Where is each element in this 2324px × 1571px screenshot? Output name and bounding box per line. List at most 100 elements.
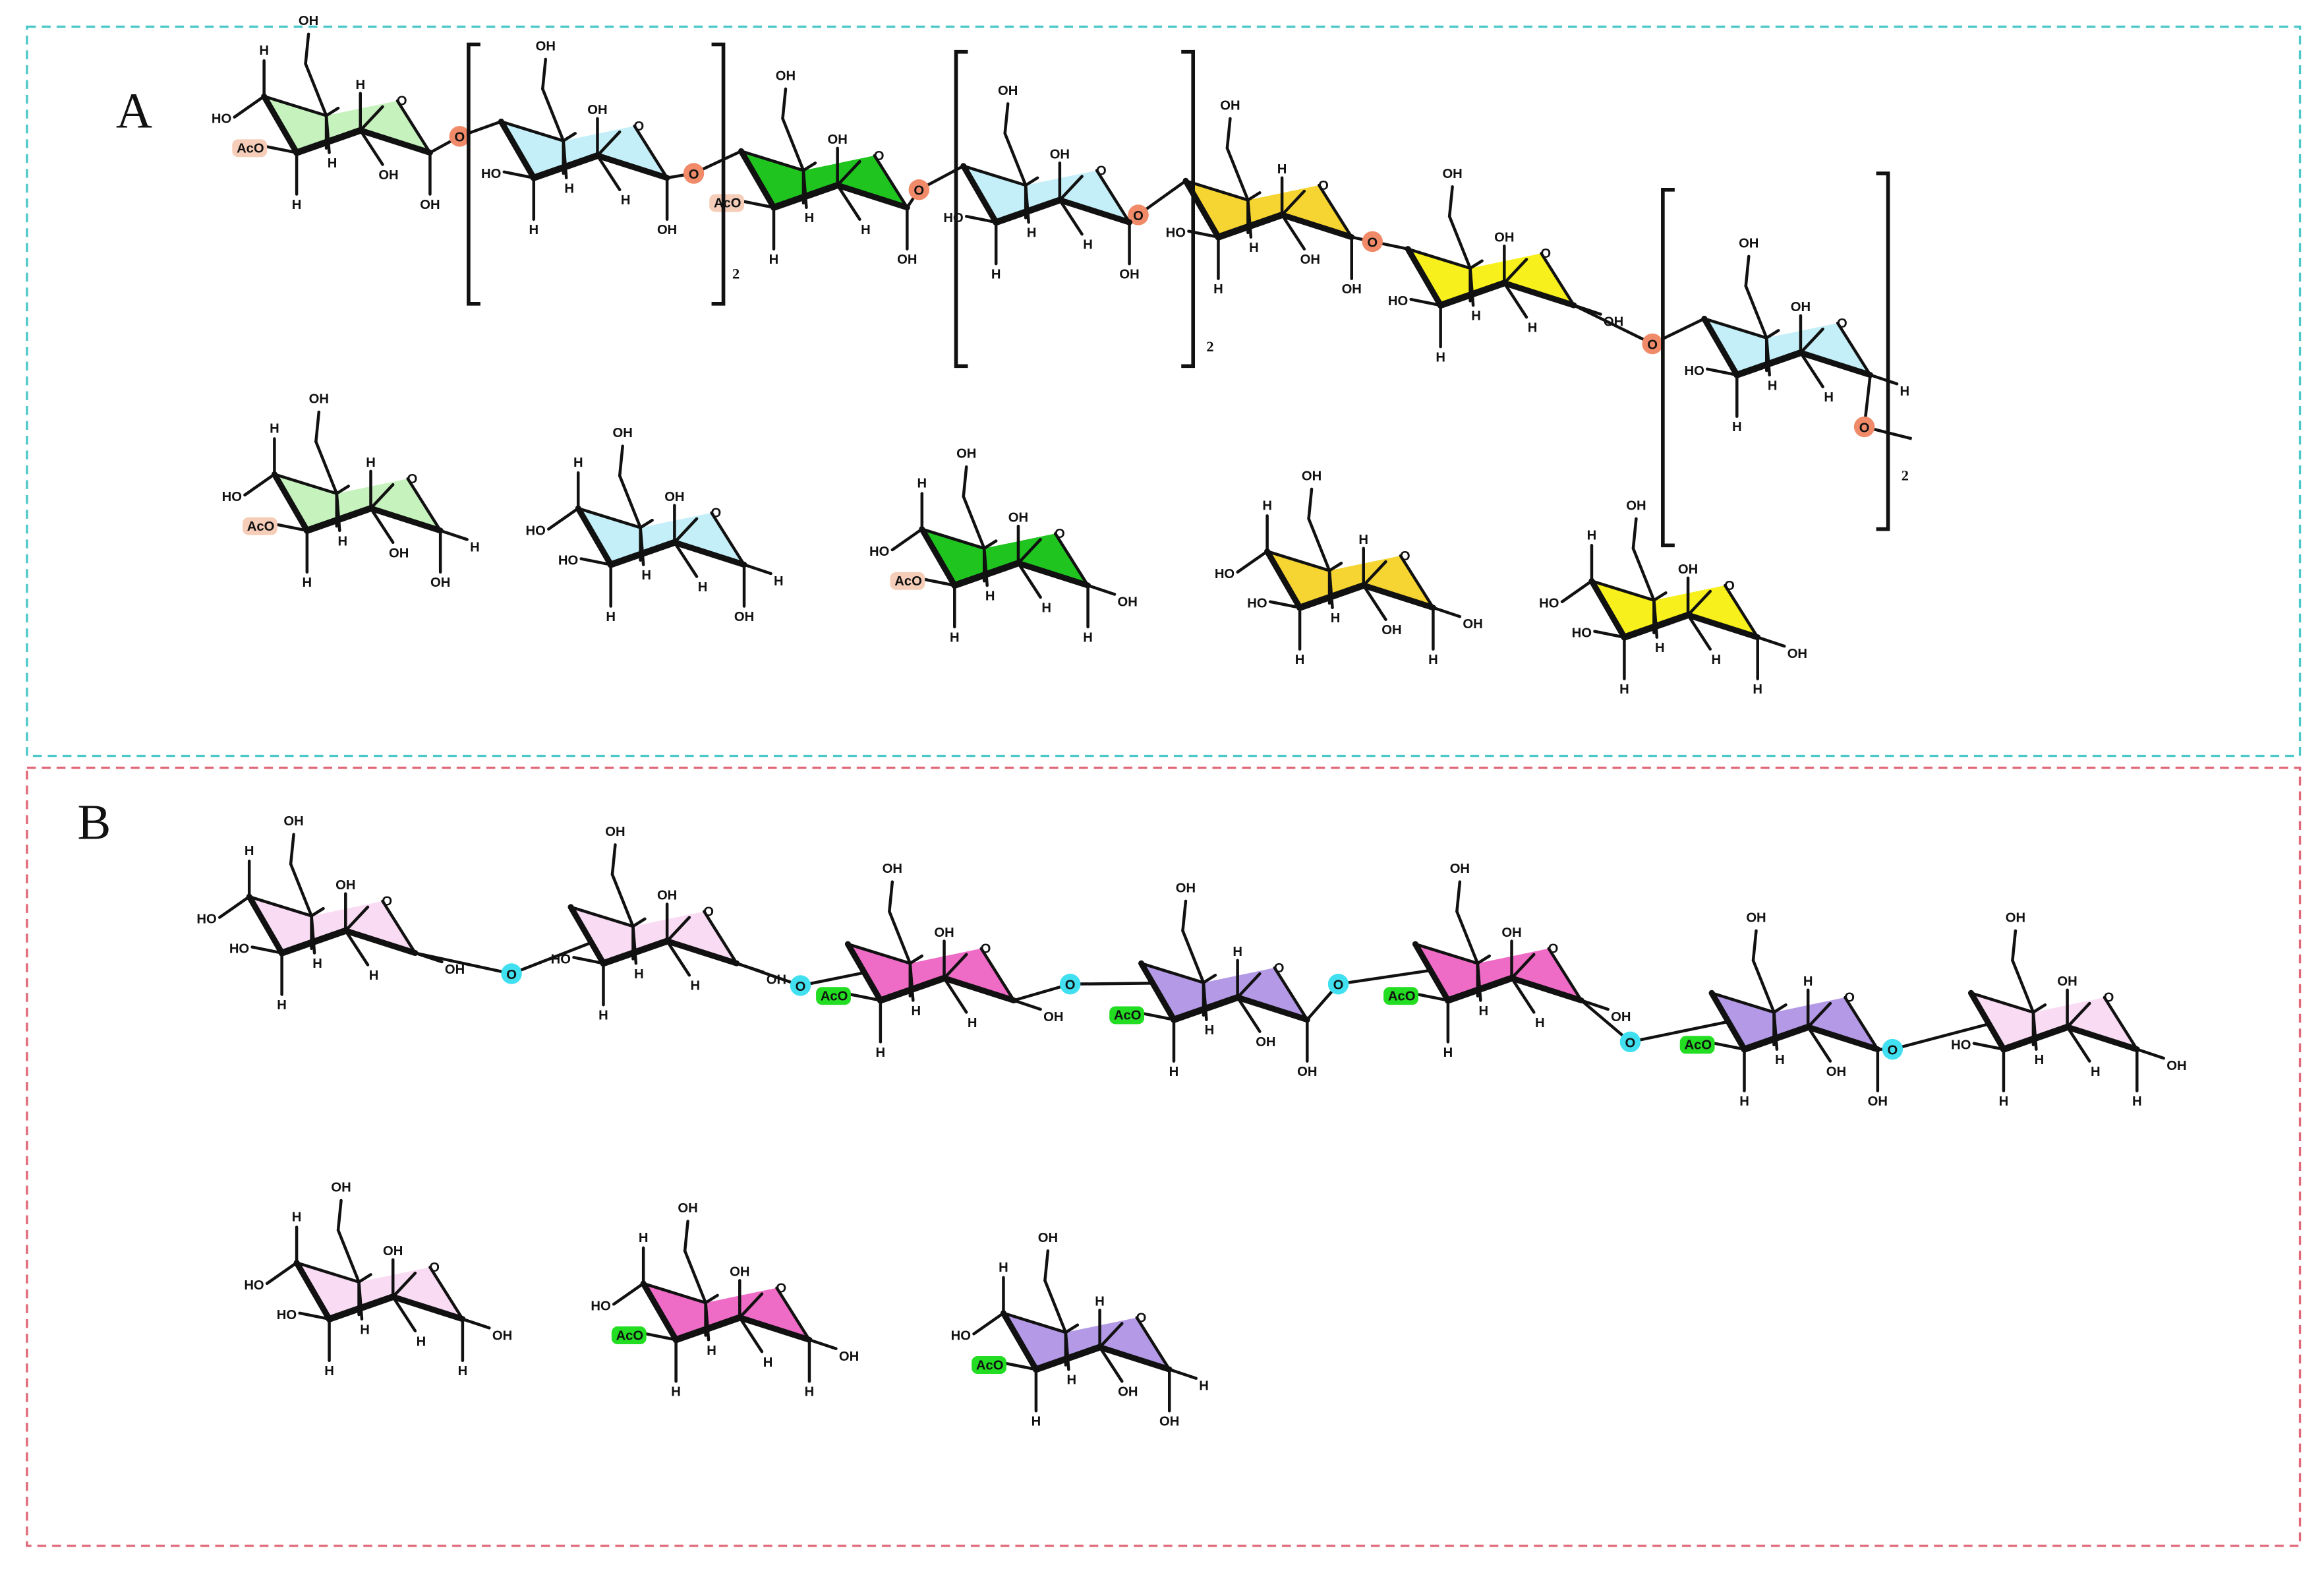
bond: [1307, 487, 1314, 521]
bond: [357, 127, 433, 156]
bond: [1468, 259, 1484, 270]
glycosidic-oxygen-label: O: [1887, 1044, 1898, 1058]
bond: [1225, 117, 1232, 150]
glycosidic-oxygen-highlight: [1327, 974, 1349, 995]
bond: [1012, 999, 1042, 1011]
bond: [703, 910, 739, 965]
substituent-label-c5-bottom: H: [1471, 309, 1481, 324]
ring-oxygen-label: O: [981, 942, 991, 957]
bond: [541, 57, 548, 91]
bond: [1805, 1024, 1881, 1053]
bond: [1235, 994, 1310, 1023]
bond: [1279, 212, 1355, 241]
glycosidic-bond: [1580, 999, 1631, 1044]
bond: [1806, 1001, 1832, 1029]
substituent-label-c3-left: AcO: [616, 1328, 644, 1343]
bond: [336, 1199, 343, 1232]
bond: [567, 904, 606, 966]
bond: [735, 962, 765, 974]
bond: [304, 62, 328, 117]
substituent-label-c1-bottom: H: [1428, 653, 1438, 667]
glycosidic-oxygen-highlight: [1362, 231, 1383, 252]
bond: [1501, 280, 1577, 309]
bond: [357, 1273, 372, 1284]
bond: [775, 1286, 811, 1342]
bond: [1246, 198, 1253, 239]
glycosidic-oxygen-highlight: [1059, 974, 1081, 995]
bond: [1686, 613, 1712, 651]
substituent-label-c2-bottom: OH: [1826, 1065, 1846, 1079]
bond: [1432, 606, 1462, 618]
substituent-label-c3-bottom: H: [1619, 682, 1629, 697]
bond: [368, 505, 444, 534]
bond: [890, 527, 924, 552]
substituent-label-c5-bottom: H: [2035, 1053, 2045, 1067]
bond: [1844, 995, 1880, 1051]
bond: [243, 473, 276, 497]
substituent-label-c5-top: OH: [956, 447, 976, 461]
substituent-label-c4-left: HO: [951, 1328, 971, 1343]
substituent-label-c5-bottom: H: [328, 156, 337, 171]
substituent-label-c1-right: OH: [1118, 595, 1138, 609]
substituent-label-c5-bottom: H: [707, 1344, 716, 1358]
substituent-label-c2-bottom: OH: [1118, 1385, 1138, 1400]
substituent-label-c1-right: H: [774, 574, 784, 589]
acetyl-highlight: [611, 1326, 647, 1345]
substituent-label-c2-top: OH: [664, 490, 684, 504]
bond: [1455, 880, 1462, 913]
bond: [1360, 582, 1436, 611]
bond: [304, 32, 310, 65]
substituent-label-c2-top: OH: [1501, 926, 1521, 940]
bond: [888, 910, 912, 965]
bond: [1024, 176, 1039, 187]
bond: [2064, 1024, 2140, 1053]
substituent-label-c4-left: HO: [591, 1299, 610, 1313]
substituent-label-c3-left: HO: [229, 942, 249, 957]
bond: [1593, 630, 1626, 639]
bond: [1003, 102, 1010, 135]
substituent-label-c5-bottom: H: [1331, 611, 1341, 626]
bond: [2066, 1025, 2091, 1063]
substituent-label-c5-top: OH: [613, 426, 633, 440]
bond: [1181, 899, 1188, 933]
bond: [1236, 550, 1269, 574]
bond: [673, 541, 699, 578]
ring-oxygen-label: O: [1136, 1311, 1147, 1325]
substituent-label-c4-top: H: [639, 1231, 649, 1245]
bond: [1547, 947, 1583, 1002]
bond: [1327, 569, 1334, 609]
glycosidic-oxygen-label: O: [1625, 1036, 1636, 1050]
substituent-label-c3-bottom: H: [769, 252, 779, 267]
substituent-label-c2-top: OH: [2057, 974, 2077, 989]
bond: [1202, 974, 1217, 984]
bond: [962, 164, 1028, 187]
bond: [1510, 953, 1536, 980]
bond: [1701, 315, 1740, 378]
bond: [1236, 995, 1262, 1033]
substituent-label-c2-top: OH: [1008, 510, 1028, 525]
substituent-label-c5-top: OH: [1739, 236, 1758, 251]
bond: [1756, 636, 1786, 648]
ring-oxygen-label: O: [1096, 163, 1107, 178]
bond: [314, 440, 339, 495]
bond: [395, 99, 432, 154]
bond: [547, 506, 580, 531]
bond: [1967, 990, 2007, 1053]
bond: [1264, 548, 1303, 611]
substituent-label-c4-left: HO: [525, 524, 545, 539]
bond: [1799, 327, 1824, 355]
bond: [1447, 185, 1454, 218]
bond: [461, 1317, 491, 1330]
bond: [742, 200, 776, 209]
bond: [640, 1280, 680, 1343]
bond: [1710, 991, 1776, 1014]
substituent-label-c1-right: OH: [1787, 647, 1807, 661]
bond: [1003, 132, 1028, 187]
bond: [631, 924, 638, 965]
glycosidic-oxygen-label: O: [1367, 235, 1378, 250]
glycosidic-oxygen-highlight: [790, 975, 811, 996]
substituent-label-c2-bottom: OH: [1256, 1035, 1275, 1050]
